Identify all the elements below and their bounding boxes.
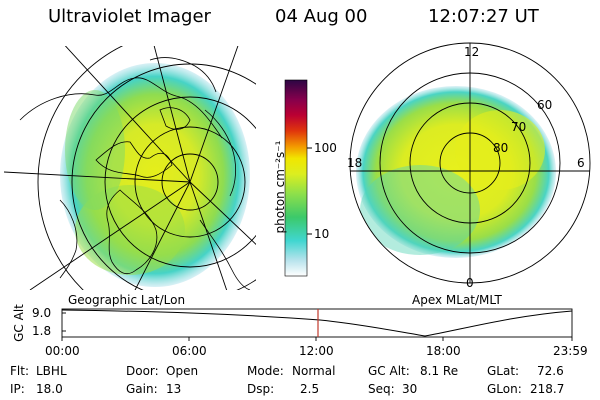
geographic-caption: Geographic Lat/Lon: [68, 293, 186, 307]
colorbar-unit-label: photon cm⁻²s⁻¹: [273, 140, 287, 234]
mode-value: Normal: [292, 364, 336, 378]
filter-label: Flt:: [10, 364, 29, 378]
timeline-xtick-0600: 06:00: [172, 344, 207, 358]
ip-value: 18.0: [36, 382, 63, 396]
mlt-label-18: 18: [347, 156, 363, 170]
seq-value: 30: [402, 382, 418, 396]
time-readout: 12:07:27 UT: [428, 6, 539, 27]
glon-label: GLon:: [487, 382, 522, 396]
timeline-xtick-1200: 12:00: [299, 344, 334, 358]
apex-caption: Apex MLat/MLT: [412, 293, 502, 307]
imager-title: Ultraviolet Imager: [48, 6, 211, 27]
timeline-ytick-1.8: 1.8: [32, 324, 52, 338]
colorbar-tick-10: 10: [314, 227, 330, 241]
door-value: Open: [166, 364, 199, 378]
dsp-value: 2.5: [300, 382, 320, 396]
date-readout: 04 Aug 00: [275, 6, 368, 27]
timeline-xtick-1800: 18:00: [426, 344, 461, 358]
mlt-label-12: 12: [464, 45, 480, 59]
colorbar: [284, 79, 308, 277]
mode-label: Mode:: [247, 364, 284, 378]
geographic-map: [4, 46, 256, 290]
glat-value: 72.6: [537, 364, 564, 378]
mlt-label-6: 6: [577, 156, 585, 170]
dsp-label: Dsp:: [247, 382, 275, 396]
mlt-label-0: 0: [466, 276, 474, 290]
glat-label: GLat:: [487, 364, 520, 378]
gain-value: 13: [166, 382, 182, 396]
ip-label: IP:: [10, 382, 25, 396]
colorbar-tick-100: 100: [314, 141, 337, 155]
gc-alt-label: GC Alt:: [368, 364, 410, 378]
timeline-ylabel: GC Alt: [12, 304, 26, 342]
gc-alt-value: 8.1 Re: [420, 364, 459, 378]
seq-label: Seq:: [368, 382, 395, 396]
altitude-timeline: [61, 308, 573, 341]
timeline-ytick-9: 9.0: [32, 306, 52, 320]
mlat-label-80: 80: [493, 141, 509, 155]
apex-polar-plot: [349, 42, 591, 284]
door-label: Door:: [126, 364, 159, 378]
mlat-label-70: 70: [511, 120, 527, 134]
altitude-curve: [61, 309, 573, 337]
timeline-xtick-0000: 00:00: [45, 344, 80, 358]
glon-value: 218.7: [530, 382, 565, 396]
gain-label: Gain:: [126, 382, 158, 396]
timeline-xtick-2359: 23:59: [553, 344, 588, 358]
filter-value: LBHL: [36, 364, 67, 378]
mlat-label-60: 60: [537, 98, 553, 112]
